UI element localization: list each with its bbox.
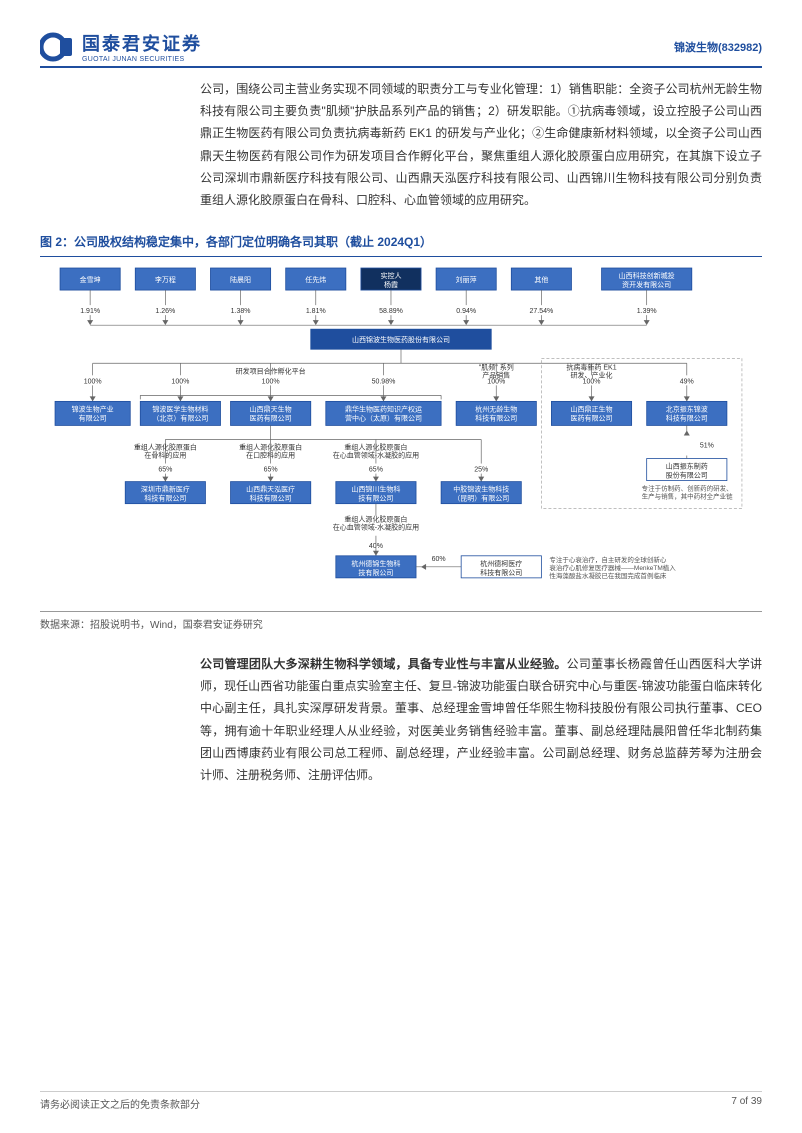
paragraph-2-lead: 公司管理团队大多深耕生物科学领域，具备专业性与丰富从业经验。 [200, 657, 567, 671]
svg-text:营中心（太原）有限公司: 营中心（太原）有限公司 [345, 414, 422, 423]
svg-text:任先炜: 任先炜 [305, 275, 326, 284]
svg-text:50.98%: 50.98% [372, 378, 396, 385]
svg-text:杭州德锦生物科: 杭州德锦生物科 [351, 559, 400, 568]
svg-text:研发、产业化: 研发、产业化 [571, 370, 613, 379]
org-chart-container: 金雪坤 1.91% 李万程 1.26% 陆晨阳 1.38% 任先炜 1.81% 实控人杨霞 58.… [40, 256, 762, 612]
svg-text:医药有限公司: 医药有限公司 [571, 414, 613, 423]
svg-text:0.94%: 0.94% [456, 308, 476, 315]
svg-text:27.54%: 27.54% [530, 308, 554, 315]
svg-text:65%: 65% [264, 467, 278, 474]
svg-text:专注于仿制药、创新药的研发、: 专注于仿制药、创新药的研发、 [642, 484, 733, 493]
svg-text:60%: 60% [432, 556, 446, 563]
svg-text:山西科技创新城投: 山西科技创新城投 [619, 271, 675, 280]
svg-text:65%: 65% [369, 467, 383, 474]
svg-text:金雪坤: 金雪坤 [80, 275, 101, 284]
company-name-cn: 国泰君安证券 [82, 30, 202, 56]
svg-text:100%: 100% [171, 378, 189, 385]
svg-text:有限公司: 有限公司 [79, 414, 107, 423]
svg-text:医药有限公司: 医药有限公司 [250, 414, 292, 423]
svg-text:李万程: 李万程 [155, 275, 176, 284]
stock-code: 锦波生物(832982) [674, 39, 762, 55]
svg-text:山西鼎天泓医疗: 山西鼎天泓医疗 [246, 485, 295, 494]
svg-text:衰治疗心肌修复医疗器械——MenkeTM植入: 衰治疗心肌修复医疗器械——MenkeTM植入 [549, 563, 676, 572]
company-logo-icon [40, 32, 74, 62]
company-name-en: GUOTAI JUNAN SECURITIES [82, 56, 202, 63]
svg-text:100%: 100% [583, 378, 601, 385]
page-number: 7 of 39 [731, 1096, 762, 1111]
svg-text:鼎华生物医药知识产权运: 鼎华生物医药知识产权运 [345, 405, 422, 414]
svg-text:资开发有限公司: 资开发有限公司 [622, 280, 671, 289]
svg-text:其他: 其他 [534, 275, 548, 284]
svg-text:锦波生物产业: 锦波生物产业 [72, 405, 114, 414]
svg-text:65%: 65% [158, 467, 172, 474]
paragraph-1: 公司，围绕公司主营业务实现不同领域的职责分工与专业化管理：1）销售职能：全资子公… [200, 78, 762, 211]
svg-text:山西振东制药: 山西振东制药 [666, 462, 708, 471]
svg-text:股份有限公司: 股份有限公司 [666, 471, 708, 480]
svg-text:51%: 51% [700, 443, 714, 450]
svg-text:杭州无龄生物: 杭州无龄生物 [475, 405, 517, 414]
header-rule [40, 66, 762, 68]
svg-text:1.81%: 1.81% [306, 308, 326, 315]
svg-text:100%: 100% [487, 378, 505, 385]
svg-text:研发项目合作孵化平台: 研发项目合作孵化平台 [236, 366, 306, 375]
svg-text:技有限公司: 技有限公司 [358, 494, 393, 503]
svg-text:锦波医学生物材料: 锦波医学生物材料 [152, 405, 208, 414]
svg-text:山西鼎天生物: 山西鼎天生物 [250, 405, 292, 414]
svg-text:中胶锦波生物科技: 中胶锦波生物科技 [453, 485, 509, 494]
svg-text:山西鼎正生物: 山西鼎正生物 [571, 405, 613, 414]
svg-text:产品销售: 产品销售 [482, 370, 510, 379]
svg-text:科技有限公司: 科技有限公司 [250, 494, 292, 503]
svg-text:抗病毒新药 EK1: 抗病毒新药 EK1 [566, 362, 616, 371]
svg-text:100%: 100% [262, 378, 280, 385]
svg-text:北京振东锦波: 北京振东锦波 [666, 405, 708, 414]
svg-text:性海藻酸盐水凝胶已在我国完成首例临床: 性海藻酸盐水凝胶已在我国完成首例临床 [549, 571, 667, 580]
svg-text:25%: 25% [474, 467, 488, 474]
svg-text:实控人: 实控人 [380, 271, 401, 280]
svg-text:1.26%: 1.26% [155, 308, 175, 315]
svg-text:100%: 100% [84, 378, 102, 385]
page-footer: 请务必阅读正文之后的免责条款部分 7 of 39 [40, 1091, 762, 1111]
svg-text:1.38%: 1.38% [231, 308, 251, 315]
page-header: 国泰君安证券 GUOTAI JUNAN SECURITIES 锦波生物(8329… [40, 30, 762, 63]
svg-text:（昆明）有限公司: （昆明）有限公司 [453, 494, 509, 503]
svg-text:（北京）有限公司: （北京）有限公司 [152, 414, 208, 423]
svg-text:58.89%: 58.89% [379, 308, 403, 315]
svg-text:陆晨阳: 陆晨阳 [230, 275, 251, 284]
svg-text:山西锦川生物科: 山西锦川生物科 [351, 485, 400, 494]
svg-text:重组人源化胶原蛋白: 重组人源化胶原蛋白 [344, 515, 407, 524]
svg-text:刘丽萍: 刘丽萍 [456, 275, 477, 284]
svg-text:生产与销售，其中药材全产业链: 生产与销售，其中药材全产业链 [642, 492, 734, 501]
paragraph-2: 公司管理团队大多深耕生物科学领域，具备专业性与丰富从业经验。公司董事长杨霞曾任山… [200, 653, 762, 786]
data-source: 数据来源：招股说明书，Wind，国泰君安证券研究 [40, 616, 762, 631]
logo: 国泰君安证券 GUOTAI JUNAN SECURITIES [40, 30, 202, 63]
svg-text:49%: 49% [680, 378, 694, 385]
svg-text:科技有限公司: 科技有限公司 [480, 568, 522, 577]
svg-text:杭州德柯医疗: 杭州德柯医疗 [480, 559, 522, 568]
svg-text:在心血管领域-水凝胶的应用: 在心血管领域-水凝胶的应用 [333, 523, 419, 532]
svg-text:1.91%: 1.91% [80, 308, 100, 315]
svg-text:科技有限公司: 科技有限公司 [475, 414, 517, 423]
svg-text:科技有限公司: 科技有限公司 [666, 414, 708, 423]
svg-text:深圳市鼎新医疗: 深圳市鼎新医疗 [141, 485, 190, 494]
svg-text:杨霞: 杨霞 [384, 280, 398, 289]
figure-2-title: 图 2：公司股权结构稳定集中，各部门定位明确各司其职（截止 2024Q1） [40, 233, 762, 250]
svg-text:"肌频" 系列: "肌频" 系列 [479, 362, 514, 371]
disclaimer-text: 请务必阅读正文之后的免责条款部分 [40, 1096, 200, 1111]
svg-text:技有限公司: 技有限公司 [358, 568, 393, 577]
paragraph-2-body: 公司董事长杨霞曾任山西医科大学讲师，现任山西省功能蛋白重点实验室主任、复旦-锦波… [200, 657, 762, 782]
svg-text:山西锦波生物医药股份有限公司: 山西锦波生物医药股份有限公司 [352, 335, 450, 344]
svg-text:专注于心衰治疗，自主研发的全球创新心: 专注于心衰治疗，自主研发的全球创新心 [549, 555, 667, 564]
svg-text:科技有限公司: 科技有限公司 [144, 494, 186, 503]
org-chart: 金雪坤 1.91% 李万程 1.26% 陆晨阳 1.38% 任先炜 1.81% 实控人杨霞 58.… [40, 263, 762, 604]
svg-text:1.39%: 1.39% [637, 308, 657, 315]
